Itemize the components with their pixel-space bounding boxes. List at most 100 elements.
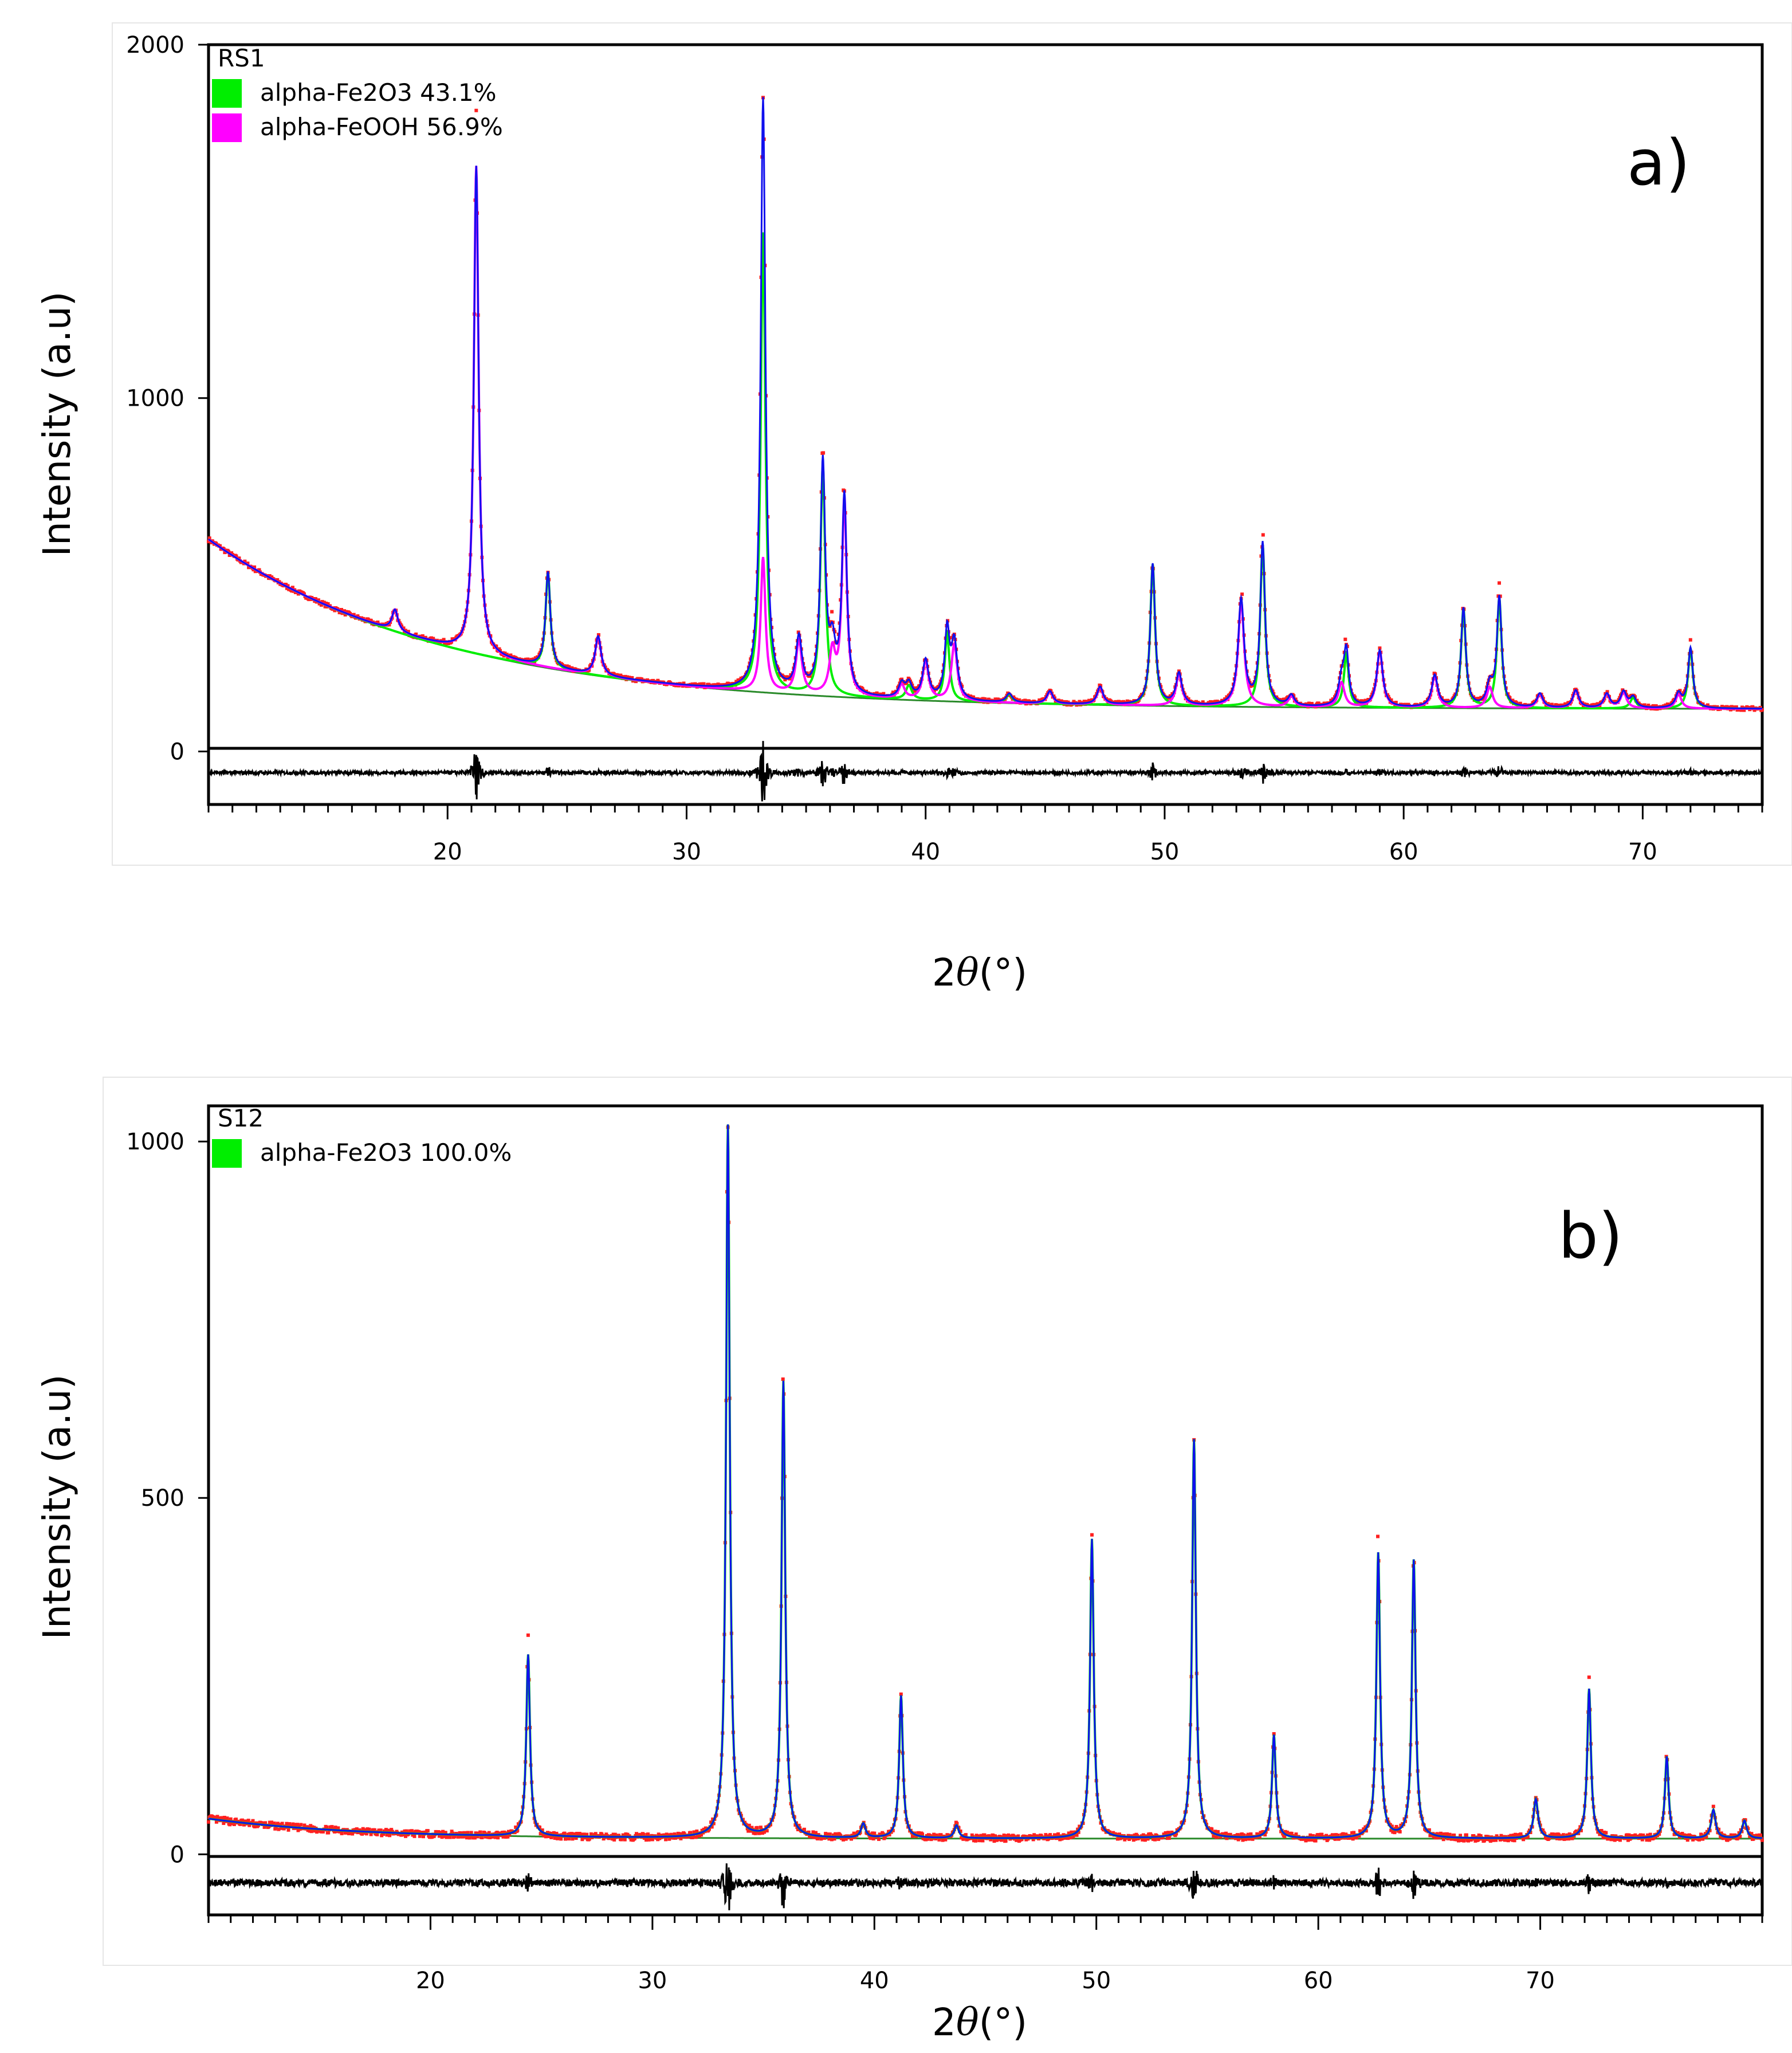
- observed-point: [387, 623, 391, 627]
- observed-point: [871, 1837, 875, 1840]
- observed-point: [1626, 1838, 1630, 1842]
- observed-point: [458, 1831, 462, 1835]
- observed-point: [689, 1831, 693, 1835]
- observed-point: [268, 574, 272, 578]
- x-tick-label-b-70: 70: [1526, 1968, 1555, 1994]
- observed-point: [330, 1825, 334, 1829]
- observed-point: [1640, 1838, 1644, 1842]
- observed-point: [574, 1836, 578, 1840]
- observed-point: [207, 540, 210, 544]
- x-tick-label-a-50: 50: [1150, 839, 1179, 865]
- observed-point: [1704, 1835, 1708, 1839]
- observed-point: [695, 1830, 699, 1833]
- observed-point: [1376, 1534, 1380, 1538]
- observed-point: [1325, 1834, 1329, 1838]
- observed-point: [421, 1831, 425, 1834]
- observed-point: [296, 592, 300, 596]
- observed-point: [1616, 1838, 1620, 1841]
- observed-point: [490, 1835, 494, 1839]
- observed-point: [1025, 1835, 1029, 1839]
- observed-point: [1242, 1833, 1245, 1837]
- observed-point: [1060, 1836, 1064, 1840]
- observed-point: [582, 1832, 586, 1836]
- observed-point: [366, 1827, 370, 1831]
- observed-point: [963, 1836, 967, 1840]
- legend-a: RS1 alpha-Fe2O3 43.1% alpha-FeOOH 56.9%: [212, 44, 503, 142]
- observed-point: [1024, 1838, 1028, 1842]
- observed-point: [1451, 1837, 1455, 1840]
- observed-point: [388, 1834, 392, 1838]
- observed-point: [1212, 1834, 1216, 1838]
- observed-point: [516, 1828, 520, 1832]
- observed-point: [623, 1838, 627, 1842]
- observed-point: [1201, 700, 1205, 704]
- observed-point: [403, 1829, 407, 1833]
- observed-point: [1654, 1835, 1657, 1839]
- observed-point: [1066, 1836, 1070, 1840]
- observed-point: [1452, 1834, 1456, 1837]
- observed-point: [475, 1835, 480, 1839]
- observed-point: [313, 1829, 317, 1833]
- observed-point: [406, 630, 410, 634]
- observed-point: [246, 562, 250, 566]
- observed-point: [290, 1824, 294, 1828]
- observed-point: [336, 1826, 340, 1830]
- observed-point: [1507, 1835, 1511, 1839]
- observed-point: [698, 1834, 701, 1838]
- observed-point: [1117, 1836, 1121, 1840]
- observed-point: [333, 609, 337, 613]
- observed-point: [802, 1827, 806, 1831]
- observed-point: [891, 690, 895, 694]
- observed-point: [1333, 1837, 1337, 1841]
- observed-point: [1133, 1837, 1137, 1841]
- observed-point: [549, 1835, 553, 1839]
- observed-point: [1598, 1832, 1602, 1836]
- observed-point: [1611, 1838, 1615, 1842]
- observed-point: [508, 1832, 512, 1836]
- observed-point: [921, 1832, 924, 1836]
- observed-point: [324, 602, 328, 605]
- observed-point: [808, 674, 812, 678]
- observed-point: [1215, 1835, 1219, 1839]
- observed-point: [404, 1834, 407, 1838]
- observed-point: [1114, 700, 1118, 704]
- y-tick-label-b-0: 0: [170, 1842, 184, 1868]
- observed-point: [630, 676, 634, 680]
- observed-point: [1308, 1833, 1312, 1837]
- x-axis-title-a: 2θ(°): [932, 951, 1027, 995]
- observed-point: [1526, 1835, 1530, 1839]
- observed-point: [645, 1838, 648, 1842]
- observed-point: [1004, 1839, 1008, 1843]
- observed-point: [1146, 1837, 1150, 1841]
- observed-point: [1508, 1838, 1512, 1842]
- observed-point: [1579, 1828, 1583, 1832]
- observed-point: [418, 1834, 422, 1838]
- observed-point: [1427, 1828, 1431, 1832]
- observed-point: [1078, 700, 1082, 704]
- observed-point: [1350, 1831, 1354, 1835]
- observed-point: [797, 1823, 801, 1827]
- observed-point: [1510, 1834, 1514, 1838]
- observed-point: [1363, 698, 1367, 702]
- observed-point: [761, 1831, 764, 1835]
- observed-point: [1558, 1837, 1562, 1841]
- observed-point: [296, 1823, 299, 1827]
- observed-point: [1657, 1832, 1661, 1836]
- observed-point: [1251, 1837, 1255, 1841]
- observed-point: [1561, 1836, 1565, 1840]
- y-axis-title-b: Intensity (a.u): [35, 1375, 79, 1640]
- observed-point: [842, 1837, 846, 1841]
- observed-point: [1441, 1838, 1445, 1842]
- observed-point: [326, 602, 330, 606]
- observed-point: [232, 1823, 236, 1826]
- observed-point: [1685, 1838, 1689, 1842]
- observed-point: [676, 1831, 680, 1835]
- observed-point: [386, 1828, 390, 1832]
- observed-point: [1071, 1835, 1075, 1839]
- observed-point: [1186, 697, 1190, 701]
- legend-swatch-fe2o3-a: [212, 79, 242, 108]
- observed-point: [932, 689, 936, 693]
- observed-point: [632, 1836, 636, 1840]
- observed-point: [375, 1832, 379, 1836]
- observed-point: [663, 1833, 667, 1837]
